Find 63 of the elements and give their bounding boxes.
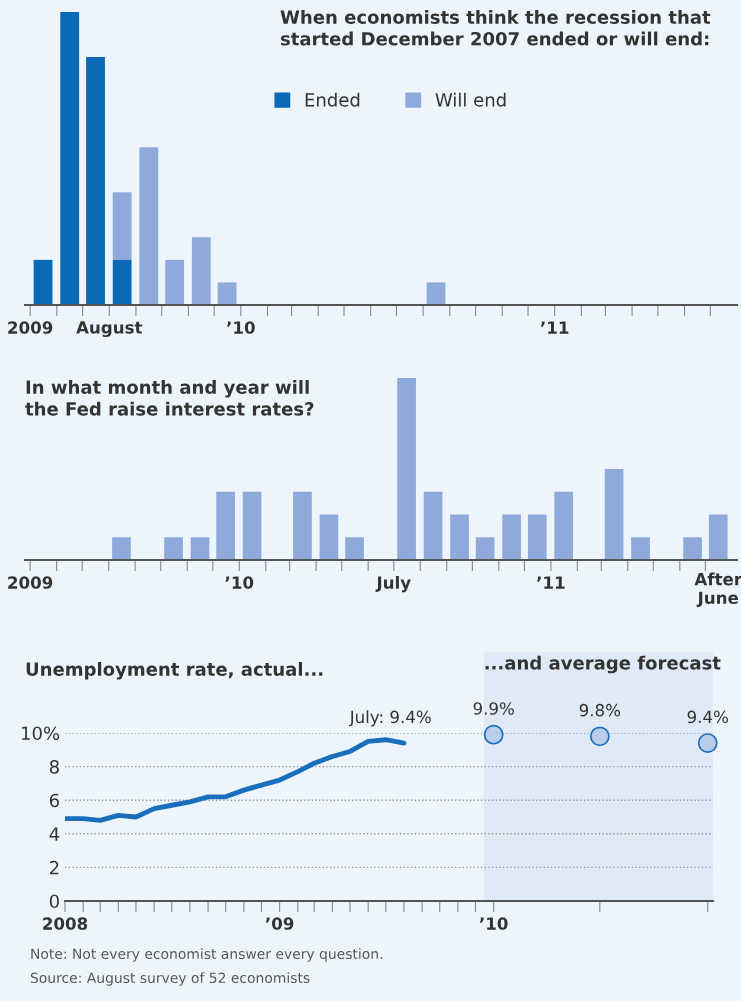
x-tick-label: ’10 xyxy=(227,321,255,334)
bar xyxy=(165,259,185,305)
x-tick-label: ’09 xyxy=(265,917,294,930)
bar xyxy=(450,514,469,560)
bar xyxy=(217,282,237,305)
bar xyxy=(190,537,210,560)
data-label: 9.4% xyxy=(687,710,728,724)
bar xyxy=(242,491,262,560)
bar xyxy=(554,491,574,560)
x-tick-label: August xyxy=(76,321,143,338)
bar xyxy=(345,537,364,560)
data-label: 9.9% xyxy=(473,702,514,715)
bar xyxy=(216,491,235,560)
bar xyxy=(139,147,159,305)
y-tick-label: 10% xyxy=(21,726,60,741)
x-tick-label: ’11 xyxy=(540,321,569,334)
bar xyxy=(191,237,211,305)
bar xyxy=(319,514,339,560)
bar xyxy=(426,282,446,305)
x-tick-label: ’11 xyxy=(537,576,565,589)
legend-label: Will end xyxy=(435,92,506,107)
text: In what month and year will the Fed raise interest rates? xyxy=(25,380,314,416)
point xyxy=(483,724,504,745)
x-tick-label: ’10 xyxy=(225,576,254,589)
source-note: Source: August survey of 52 economists xyxy=(30,972,310,986)
chart-title: Unemployment rate, actual... xyxy=(26,662,323,680)
point xyxy=(697,733,718,753)
bar xyxy=(164,537,183,560)
bar xyxy=(112,192,132,260)
legend-label: Ended xyxy=(305,92,360,107)
bar xyxy=(604,469,624,560)
bar xyxy=(112,259,132,305)
y-tick-label: 6 xyxy=(49,793,59,808)
x-tick-label: 2009 xyxy=(8,576,53,589)
x-tick-label: ’10 xyxy=(479,917,508,930)
bar xyxy=(293,491,312,560)
band-label: ...and average forecast xyxy=(485,655,721,674)
bar xyxy=(527,514,547,560)
bar xyxy=(112,537,131,560)
x-tick-label: 2008 xyxy=(43,917,88,930)
point xyxy=(589,726,610,747)
bar xyxy=(423,491,443,560)
annotation: After June xyxy=(694,572,741,608)
bar xyxy=(502,514,521,560)
bar xyxy=(708,514,728,560)
bar xyxy=(86,57,105,305)
bar xyxy=(33,259,53,305)
y-tick-label: 8 xyxy=(49,760,59,774)
chart-title: When economists think the recession that started December 2007 ended or will end: xyxy=(280,10,711,46)
y-tick-label: 4 xyxy=(49,827,60,841)
bar xyxy=(60,12,80,305)
text: Note: Not every economist answer every question. xyxy=(31,948,382,962)
x-tick-label: 2009 xyxy=(8,321,53,334)
bar xyxy=(683,537,702,560)
annotation: July: 9.4% xyxy=(348,710,431,727)
bar xyxy=(397,378,416,560)
y-tick-label: 2 xyxy=(49,860,59,875)
x-tick-label: July xyxy=(375,575,411,593)
bar xyxy=(631,537,650,560)
y-tick-label: 0 xyxy=(49,894,59,909)
data-label: 9.8% xyxy=(579,703,621,717)
line-series xyxy=(65,737,407,823)
bar xyxy=(475,537,495,560)
